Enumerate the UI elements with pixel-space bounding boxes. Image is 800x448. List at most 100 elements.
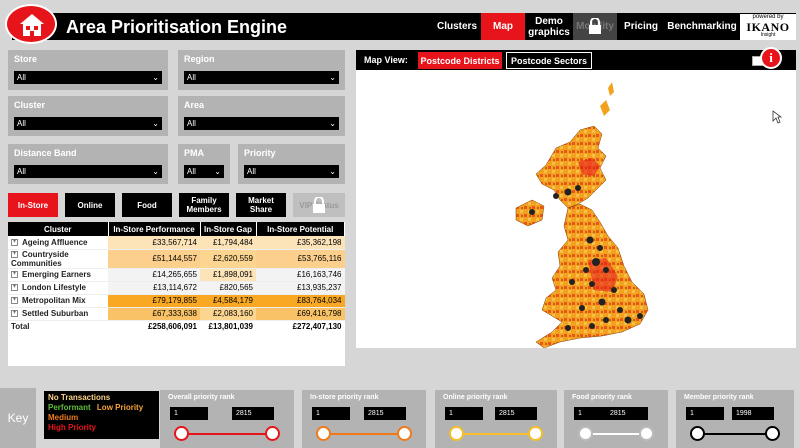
potential-cell: £16,163,746	[256, 268, 345, 282]
expand-icon[interactable]: +	[11, 250, 18, 258]
cluster-name-cell: + Metropolitan Mix	[8, 294, 108, 308]
uk-choropleth-map[interactable]	[356, 70, 796, 348]
lock-icon	[589, 18, 601, 34]
cluster-name-cell: + Settled Suburban	[8, 307, 108, 321]
rank-slider-max-handle[interactable]	[528, 426, 543, 441]
rank-slider-max-handle[interactable]	[397, 426, 412, 441]
table-row[interactable]: + Metropolitan Mix £79,179,855 £4,584,179 £8…	[8, 294, 345, 308]
nav-clusters[interactable]: Clusters	[436, 21, 477, 32]
cluster-performance-table: Cluster In-Store Performance In-Store Ga…	[8, 222, 345, 366]
rank-slider-max-handle[interactable]	[765, 426, 780, 441]
rank-max-input[interactable]: 2815	[495, 407, 537, 420]
gap-cell: £2,620,559	[200, 249, 256, 269]
rank-max-input[interactable]: 2815	[364, 407, 406, 420]
family-members-button[interactable]: Family Members	[179, 193, 229, 217]
cluster-select[interactable]: All ⌄	[14, 117, 162, 130]
area-filter: Area All ⌄	[178, 96, 345, 136]
area-select[interactable]: All ⌄	[184, 117, 339, 130]
performance-cell: £67,333,638	[108, 307, 200, 321]
online-button[interactable]: Online	[65, 193, 115, 217]
expand-icon[interactable]: +	[11, 239, 18, 247]
rank-min-input[interactable]: 1	[312, 407, 350, 420]
info-button[interactable]: i	[760, 47, 782, 69]
rank-max-input[interactable]: 2815	[606, 407, 648, 420]
nav-mobility[interactable]: Mobility	[573, 13, 617, 40]
market-share-button[interactable]: Market Share	[236, 193, 286, 217]
rank-min-input[interactable]: 1	[574, 407, 612, 420]
rank-slider-track[interactable]	[698, 433, 772, 435]
store-select[interactable]: All ⌄	[14, 71, 162, 84]
nav-map[interactable]: Map	[481, 13, 525, 40]
rank-label: Online priority rank	[443, 394, 508, 401]
chevron-down-icon: ⌄	[152, 167, 159, 176]
rank-slider-track[interactable]	[586, 433, 646, 435]
rank-min-input[interactable]: 1	[445, 407, 483, 420]
distance-band-select[interactable]: All ⌄	[14, 165, 162, 178]
vip-status-button[interactable]: VIP Status	[293, 193, 345, 217]
food-button[interactable]: Food	[122, 193, 172, 217]
rank-slider-track[interactable]	[457, 433, 535, 435]
col-header-performance[interactable]: In-Store Performance	[108, 222, 201, 236]
gap-cell: £820,565	[200, 281, 256, 295]
chevron-down-icon: ⌄	[329, 73, 336, 82]
col-header-cluster[interactable]: Cluster	[8, 222, 109, 236]
cluster-name-cell: + Countryside Communities	[8, 249, 108, 269]
cursor-icon	[772, 110, 782, 124]
table-row[interactable]: + London Lifestyle £13,114,672 £820,565 £13,…	[8, 281, 345, 295]
map-region-scotland[interactable]	[535, 125, 607, 209]
gap-cell: £2,083,160	[200, 307, 256, 321]
rank-min-input[interactable]: 1	[170, 407, 208, 420]
cluster-name-cell: + Emerging Earners	[8, 268, 108, 282]
gap-cell: £1,898,091	[200, 268, 256, 282]
table-row[interactable]: + Emerging Earners £14,265,655 £1,898,091 £1…	[8, 268, 345, 282]
rank-slider-track[interactable]	[182, 433, 272, 435]
tab-postcode-sectors[interactable]: Postcode Sectors	[506, 52, 592, 69]
key-high-priority: High Priority	[48, 423, 97, 432]
rank-slider-track[interactable]	[324, 433, 404, 435]
chevron-down-icon: ⌄	[152, 73, 159, 82]
rank-filter: Food priority rank 1 2815	[564, 390, 668, 448]
cluster-filter: Cluster All ⌄	[8, 96, 168, 136]
rank-min-input[interactable]: 1	[686, 407, 724, 420]
table-row[interactable]: + Ageing Affluence £33,567,714 £1,794,484 £3…	[8, 236, 345, 250]
rank-slider-min-handle[interactable]	[578, 426, 593, 441]
rank-max-input[interactable]: 2815	[232, 407, 274, 420]
col-header-gap[interactable]: In-Store Gap	[200, 222, 257, 236]
rank-slider-min-handle[interactable]	[690, 426, 705, 441]
page-title: Area Prioritisation Engine	[66, 17, 288, 37]
expand-icon[interactable]: +	[11, 271, 18, 279]
total-gap: £13,801,039	[208, 322, 254, 332]
rank-slider-min-handle[interactable]	[449, 426, 464, 441]
powered-by-logo: powered by IKANO Insight	[740, 14, 796, 40]
map-panel: Map View: Postcode Districts Postcode Se…	[356, 50, 796, 348]
potential-cell: £69,416,798	[256, 307, 345, 321]
rank-slider-max-handle[interactable]	[639, 426, 654, 441]
rank-slider-min-handle[interactable]	[316, 426, 331, 441]
nav-pricing[interactable]: Pricing	[624, 21, 658, 32]
rank-slider-min-handle[interactable]	[174, 426, 189, 441]
chevron-down-icon: ⌄	[329, 167, 336, 176]
map-region-isles[interactable]	[600, 100, 610, 116]
total-performance: £258,606,091	[148, 322, 197, 332]
lock-icon	[313, 197, 325, 213]
pma-select[interactable]: All ⌄	[184, 165, 224, 178]
expand-icon[interactable]: +	[11, 297, 18, 305]
table-total-row: Total £258,606,091 £13,801,039 £272,407,130	[8, 320, 345, 333]
nav-benchmarking[interactable]: Benchmarking	[667, 21, 737, 32]
region-select[interactable]: All ⌄	[184, 71, 339, 84]
rank-slider-max-handle[interactable]	[265, 426, 280, 441]
rank-max-input[interactable]: 1998	[732, 407, 774, 420]
in-store-button[interactable]: In-Store	[8, 193, 58, 217]
expand-icon[interactable]: +	[11, 284, 18, 292]
priority-select[interactable]: All ⌄	[244, 165, 339, 178]
tab-postcode-districts[interactable]: Postcode Districts	[418, 52, 502, 69]
rank-filter: Overall priority rank 1 2815	[160, 390, 294, 448]
nav-demographics[interactable]: Demo graphics	[528, 15, 570, 38]
table-row[interactable]: + Settled Suburban £67,333,638 £2,083,160 £6…	[8, 307, 345, 321]
rank-filter: In-store priority rank 1 2815	[302, 390, 426, 448]
table-row[interactable]: + Countryside Communities £51,144,557 £2,62…	[8, 249, 345, 269]
expand-icon[interactable]: +	[11, 310, 18, 318]
gap-cell: £4,584,179	[200, 294, 256, 308]
col-header-potential[interactable]: In-Store Potential	[256, 222, 345, 236]
priority-key: No Transactions Performant Low Priority …	[44, 391, 159, 439]
